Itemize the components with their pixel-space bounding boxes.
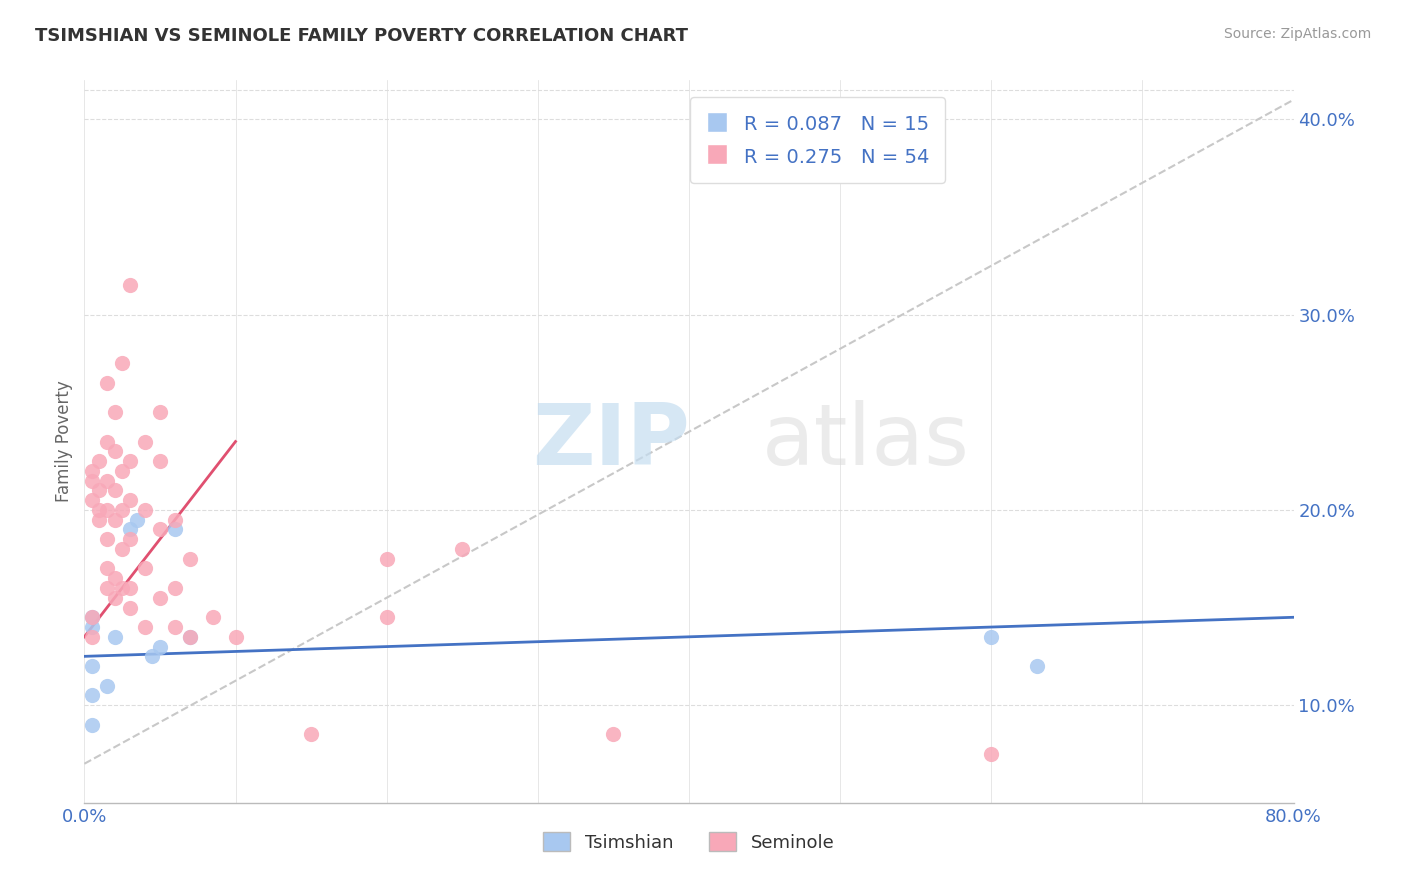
Legend: Tsimshian, Seminole: Tsimshian, Seminole [536,825,842,859]
Point [451,541,474,556]
Point [96,503,118,517]
Point [179,630,201,644]
Point [134,503,156,517]
Point [225,630,247,644]
Point [96,532,118,546]
Point [111,581,134,595]
Point [111,464,134,478]
Point [111,356,134,370]
Point [118,532,141,546]
Point [89,503,111,517]
Point [602,727,624,741]
Point [118,600,141,615]
Point [104,483,127,498]
Point [111,541,134,556]
Point [80,464,103,478]
Point [104,513,127,527]
Text: atlas: atlas [762,400,970,483]
Point [104,630,127,644]
Text: Source: ZipAtlas.com: Source: ZipAtlas.com [1223,27,1371,41]
Y-axis label: Family Poverty: Family Poverty [55,381,73,502]
Point [149,454,172,468]
Point [96,434,118,449]
Point [80,620,103,634]
Point [80,630,103,644]
Point [118,581,141,595]
Point [127,513,149,527]
Point [104,571,127,585]
Point [118,523,141,537]
Point [141,649,163,664]
Point [980,747,1002,761]
Point [165,523,187,537]
Point [80,659,103,673]
Point [179,630,201,644]
Point [299,727,322,741]
Point [89,454,111,468]
Point [80,610,103,624]
Point [118,278,141,293]
Point [104,405,127,419]
Point [89,483,111,498]
Point [111,503,134,517]
Point [80,610,103,624]
Point [104,591,127,605]
Point [149,405,172,419]
Point [149,640,172,654]
Point [165,581,187,595]
Point [165,620,187,634]
Point [89,513,111,527]
Point [134,620,156,634]
Point [149,591,172,605]
Point [80,493,103,508]
Point [134,561,156,575]
Point [118,454,141,468]
Point [149,523,172,537]
Point [96,561,118,575]
Point [165,513,187,527]
Point [134,434,156,449]
Point [80,689,103,703]
Point [179,551,201,566]
Point [118,493,141,508]
Point [980,630,1002,644]
Point [96,679,118,693]
Point [80,474,103,488]
Point [96,376,118,390]
Point [201,610,224,624]
Point [375,551,398,566]
Point [80,717,103,731]
Text: ZIP: ZIP [531,400,689,483]
Point [96,581,118,595]
Point [104,444,127,458]
Point [96,474,118,488]
Point [375,610,398,624]
Point [1025,659,1047,673]
Text: TSIMSHIAN VS SEMINOLE FAMILY POVERTY CORRELATION CHART: TSIMSHIAN VS SEMINOLE FAMILY POVERTY COR… [35,27,688,45]
